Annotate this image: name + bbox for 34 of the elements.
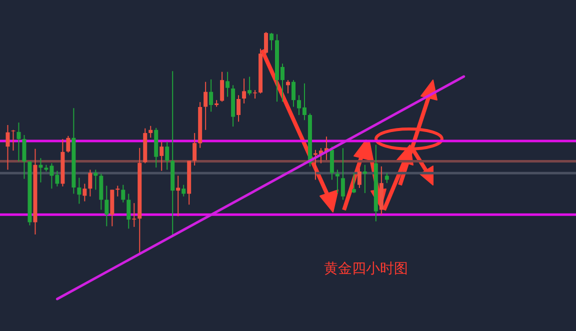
candlestick — [352, 172, 356, 194]
candlestick — [209, 78, 214, 112]
candlestick — [104, 185, 109, 227]
candlestick — [6, 124, 10, 170]
candlestick — [82, 183, 87, 202]
candlestick — [340, 148, 345, 200]
candlestick — [22, 134, 26, 180]
candlestick — [176, 175, 180, 217]
candlestick — [132, 202, 136, 228]
candlestick — [182, 184, 186, 197]
candlestick — [220, 71, 224, 102]
candlestick — [66, 135, 70, 154]
candlestick — [160, 141, 164, 172]
candlestick — [384, 172, 389, 184]
candlestick — [335, 169, 340, 194]
candlestick — [270, 32, 274, 51]
candlestick — [148, 125, 153, 138]
candlestick — [226, 71, 230, 98]
candlestick — [165, 141, 170, 170]
candlestick — [242, 78, 246, 104]
candlestick — [264, 32, 268, 54]
candlestick — [204, 81, 208, 130]
candlestick — [236, 94, 241, 122]
candlestick — [88, 169, 92, 197]
candlestick — [16, 122, 21, 162]
candlestick — [248, 76, 252, 96]
candlestick — [126, 193, 131, 230]
candlestick — [77, 177, 82, 204]
candlestick — [357, 168, 362, 188]
candlestick — [121, 184, 126, 203]
candlestick — [286, 80, 290, 94]
text: 黄金四小时图 — [323, 260, 409, 278]
candlestick — [330, 146, 334, 180]
candlestick — [291, 80, 296, 108]
